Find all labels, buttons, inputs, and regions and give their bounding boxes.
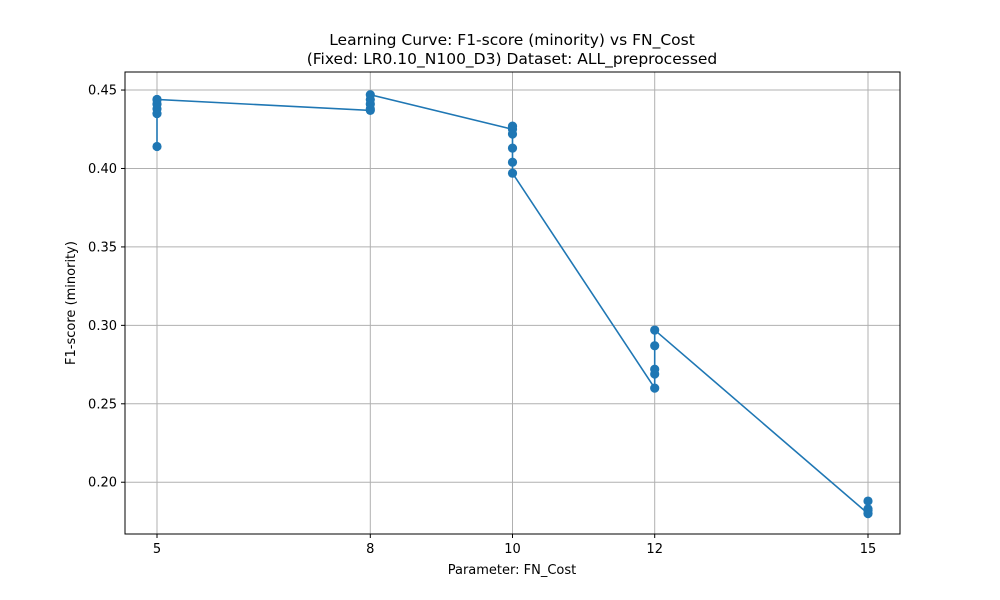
data-point	[650, 383, 660, 393]
chart-subtitle: (Fixed: LR0.10_N100_D3) Dataset: ALL_pre…	[307, 50, 718, 69]
data-point	[507, 129, 518, 139]
data-point	[507, 168, 518, 178]
y-tick-label: 0.35	[88, 240, 117, 255]
y-tick-label: 0.45	[88, 84, 117, 99]
x-tick-label: 8	[366, 542, 374, 557]
data-point	[507, 121, 518, 131]
chart-title: Learning Curve: F1-score (minority) vs F…	[329, 31, 695, 50]
data-point	[650, 341, 660, 351]
data-point	[650, 364, 660, 374]
x-tick-label: 15	[860, 542, 877, 557]
y-axis-label: F1-score (minority)	[64, 241, 79, 365]
x-axis-label: Parameter: FN_Cost	[448, 563, 577, 578]
data-point	[365, 90, 375, 100]
data-point	[650, 325, 660, 335]
data-point	[507, 143, 518, 153]
axis-ticks: 5 8 10 12 15 0.20 0.25 0.30 0.35 0.40 0.45	[88, 84, 876, 557]
series-f1-score	[152, 90, 873, 519]
data-point	[863, 496, 873, 506]
y-tick-label: 0.25	[88, 397, 117, 412]
data-point	[152, 141, 162, 152]
x-tick-label: 10	[504, 542, 521, 557]
data-point	[152, 94, 162, 105]
y-tick-label: 0.30	[88, 319, 117, 334]
y-tick-label: 0.20	[88, 476, 117, 491]
x-tick-label: 5	[153, 542, 161, 557]
y-tick-label: 0.40	[88, 162, 117, 177]
x-tick-label: 12	[646, 542, 663, 557]
data-point	[863, 504, 873, 514]
data-point	[507, 157, 518, 167]
